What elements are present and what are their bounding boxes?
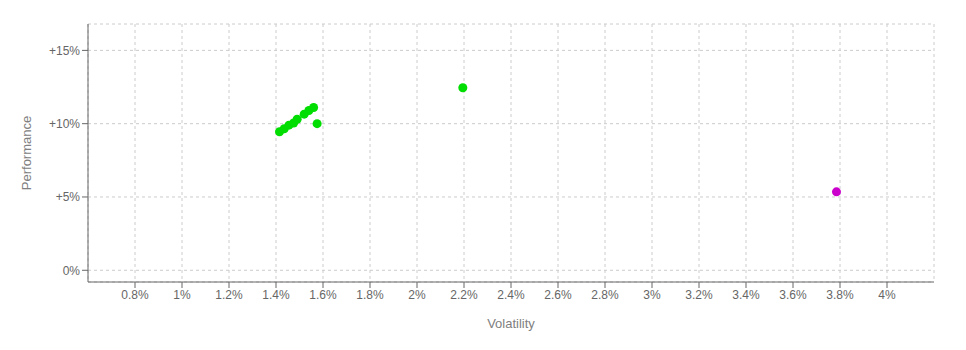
svg-text:1%: 1%	[173, 288, 191, 302]
svg-text:3.2%: 3.2%	[685, 288, 713, 302]
svg-text:+10%: +10%	[49, 117, 80, 131]
svg-text:Performance: Performance	[19, 116, 34, 190]
svg-text:1.2%: 1.2%	[215, 288, 243, 302]
svg-text:3.4%: 3.4%	[732, 288, 760, 302]
svg-text:4%: 4%	[878, 288, 896, 302]
svg-text:2.2%: 2.2%	[450, 288, 478, 302]
svg-text:2.6%: 2.6%	[544, 288, 572, 302]
svg-text:+5%: +5%	[56, 190, 81, 204]
svg-text:2.4%: 2.4%	[497, 288, 525, 302]
svg-text:2.8%: 2.8%	[591, 288, 619, 302]
svg-text:+15%: +15%	[49, 44, 80, 58]
svg-text:1.8%: 1.8%	[356, 288, 384, 302]
svg-text:3%: 3%	[643, 288, 661, 302]
svg-text:Volatility: Volatility	[487, 316, 535, 331]
svg-text:3.6%: 3.6%	[779, 288, 807, 302]
svg-text:2%: 2%	[408, 288, 426, 302]
svg-text:3.8%: 3.8%	[826, 288, 854, 302]
svg-text:0%: 0%	[63, 264, 81, 278]
svg-text:1.6%: 1.6%	[309, 288, 337, 302]
svg-text:1.4%: 1.4%	[262, 288, 290, 302]
svg-text:0.8%: 0.8%	[121, 288, 149, 302]
